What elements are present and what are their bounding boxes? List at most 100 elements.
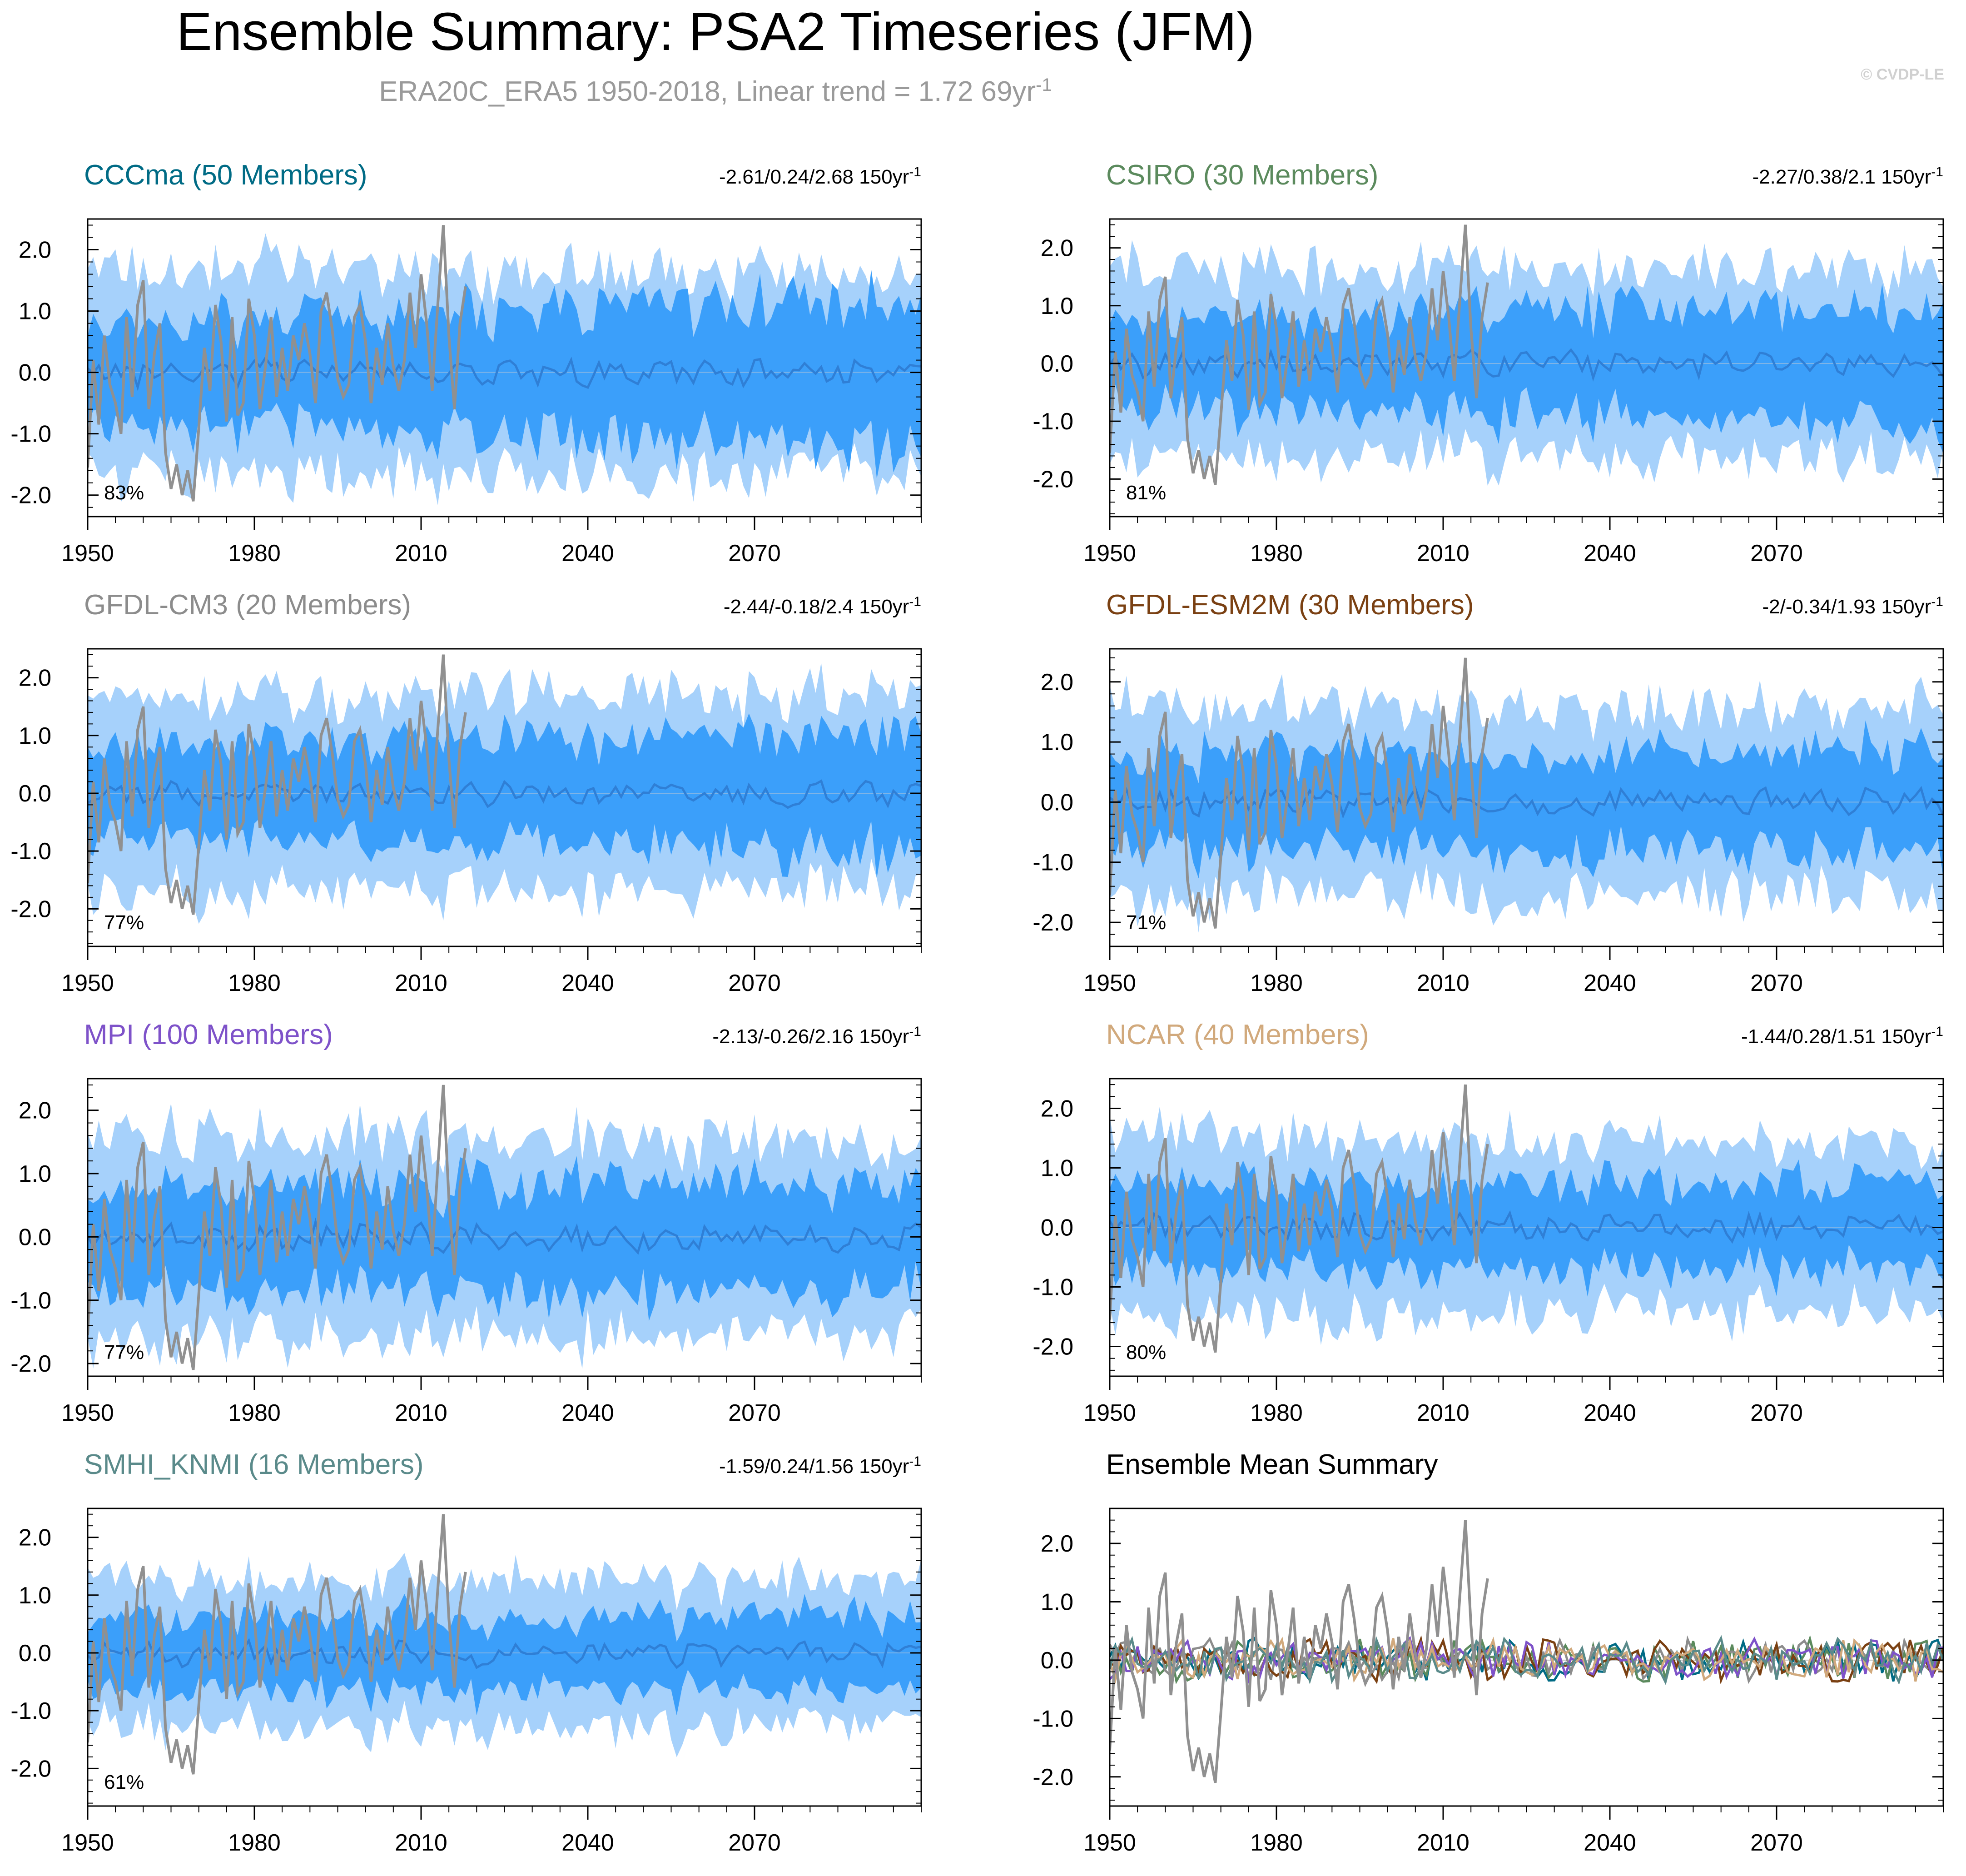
x-tick-label: 2010 bbox=[395, 1830, 447, 1856]
plot-area bbox=[88, 225, 921, 505]
panel-trend-text: -1.44/0.28/1.51 150yr bbox=[1741, 1025, 1931, 1048]
observed-line bbox=[1110, 1520, 1489, 1783]
panel-csiro: 2.0 1.0 0.0 -1.0 -2.0 1950 1980 2010 2040 2070 CSI… bbox=[1033, 159, 1944, 567]
panel-trend-sup: -1 bbox=[909, 164, 921, 179]
panel-title: CSIRO (30 Members) bbox=[1106, 159, 1378, 191]
y-tick-label: -2.0 bbox=[10, 1351, 51, 1377]
x-tick-label: 2010 bbox=[395, 970, 447, 996]
x-tick-label: 2070 bbox=[1750, 970, 1803, 996]
panel-percent: 83% bbox=[104, 482, 144, 504]
y-tick-label: -2.0 bbox=[1033, 910, 1073, 936]
x-tick-label: 1950 bbox=[1083, 540, 1136, 567]
panel-trend-sup: -1 bbox=[1931, 1024, 1943, 1039]
plot-area bbox=[1110, 1520, 1943, 1783]
panel-percent: 77% bbox=[104, 1341, 144, 1363]
y-tick-label: 2.0 bbox=[1041, 235, 1073, 262]
panel-trend-text: -1.59/0.24/1.56 150yr bbox=[719, 1455, 909, 1478]
plot-area bbox=[88, 1085, 921, 1370]
y-tick-label: 1.0 bbox=[1041, 729, 1073, 756]
panel-title: CCCma (50 Members) bbox=[84, 159, 367, 191]
y-tick-label: 1.0 bbox=[19, 1161, 51, 1187]
panel-title: MPI (100 Members) bbox=[84, 1019, 333, 1050]
x-tick-label: 2040 bbox=[1584, 970, 1636, 996]
x-tick-label: 1980 bbox=[228, 1400, 281, 1426]
x-tick-label: 1980 bbox=[1250, 1830, 1303, 1856]
plot-area bbox=[1110, 657, 1943, 933]
x-tick-label: 2070 bbox=[728, 1400, 781, 1426]
panel-gfdl-esm2m: 2.0 1.0 0.0 -1.0 -2.0 1950 1980 2010 2040 2070 GFD… bbox=[1033, 589, 1944, 996]
y-tick-label: -1.0 bbox=[1033, 1274, 1073, 1301]
x-tick-label: 1950 bbox=[61, 970, 114, 996]
ensemble-mean-line bbox=[88, 779, 921, 809]
y-tick-label: -1.0 bbox=[1033, 408, 1073, 435]
inner-band bbox=[1110, 1159, 1943, 1297]
x-tick-label: 2040 bbox=[561, 1400, 614, 1426]
panel-trend-text: -2.61/0.24/2.68 150yr bbox=[719, 166, 909, 188]
observed-line bbox=[1110, 657, 1489, 929]
y-tick-label: 0.0 bbox=[19, 1640, 51, 1667]
y-tick-label: 1.0 bbox=[1041, 1589, 1073, 1615]
panel-percent: 80% bbox=[1126, 1341, 1166, 1363]
y-tick-label: 0.0 bbox=[19, 781, 51, 807]
inner-band bbox=[88, 713, 921, 879]
y-tick-label: -2.0 bbox=[1033, 466, 1073, 493]
y-tick-label: 1.0 bbox=[1041, 1155, 1073, 1182]
y-tick-label: -1.0 bbox=[10, 1288, 51, 1314]
panel-trend-sup: -1 bbox=[909, 1024, 921, 1039]
y-tick-label: 0.0 bbox=[19, 360, 51, 386]
panel-trend: -2.27/0.38/2.1 150yr-1 bbox=[1752, 164, 1943, 188]
figure-title: Ensemble Summary: PSA2 Timeseries (JFM) bbox=[176, 2, 1255, 62]
panel-trend: -2/-0.34/1.93 150yr-1 bbox=[1762, 594, 1943, 618]
x-tick-label: 2010 bbox=[1417, 540, 1470, 567]
panel-title: GFDL-CM3 (20 Members) bbox=[84, 589, 411, 621]
ensemble-mean-line bbox=[88, 356, 921, 392]
panel-trend: -1.44/0.28/1.51 150yr-1 bbox=[1741, 1024, 1943, 1048]
ensemble-mean-line bbox=[1110, 348, 1943, 382]
x-tick-label: 2040 bbox=[1584, 540, 1636, 567]
inner-band bbox=[1110, 720, 1943, 879]
x-tick-label: 2010 bbox=[1417, 1400, 1470, 1426]
y-tick-label: 0.0 bbox=[1041, 351, 1073, 377]
plot-area bbox=[1110, 224, 1943, 486]
panel-trend: -1.59/0.24/1.56 150yr-1 bbox=[719, 1454, 921, 1478]
observed-line bbox=[88, 1085, 467, 1370]
panels: 2.0 1.0 0.0 -1.0 -2.0 1950 1980 2010 2040 2070 CCC… bbox=[10, 159, 1944, 1856]
panel-cccma: 2.0 1.0 0.0 -1.0 -2.0 1950 1980 2010 2040 2070 CCC… bbox=[10, 159, 922, 567]
x-tick-label: 2070 bbox=[728, 1830, 781, 1856]
x-tick-label: 2040 bbox=[561, 970, 614, 996]
panel-mpi: 2.0 1.0 0.0 -1.0 -2.0 1950 1980 2010 2040 2070 MPI… bbox=[10, 1019, 922, 1426]
y-tick-label: -2.0 bbox=[10, 483, 51, 509]
inner-band bbox=[88, 269, 921, 479]
x-tick-label: 2070 bbox=[728, 970, 781, 996]
panel-title: SMHI_KNMI (16 Members) bbox=[84, 1449, 424, 1480]
y-tick-label: -2.0 bbox=[10, 896, 51, 922]
subtitle-sup: -1 bbox=[1036, 75, 1052, 95]
y-tick-label: -2.0 bbox=[10, 1756, 51, 1782]
x-tick-label: 2010 bbox=[395, 540, 447, 567]
y-tick-label: -1.0 bbox=[10, 421, 51, 448]
ensemble-mean-series-5 bbox=[1110, 1636, 1943, 1684]
panel-title: NCAR (40 Members) bbox=[1106, 1019, 1369, 1050]
x-tick-label: 1950 bbox=[1083, 1830, 1136, 1856]
y-tick-label: 0.0 bbox=[1041, 1215, 1073, 1241]
y-tick-label: 1.0 bbox=[19, 1582, 51, 1609]
y-tick-label: 2.0 bbox=[19, 665, 51, 692]
y-tick-label: 2.0 bbox=[1041, 1531, 1073, 1557]
ensemble-mean-line bbox=[88, 1638, 921, 1669]
x-tick-label: 2070 bbox=[1750, 540, 1803, 567]
observed-line bbox=[88, 225, 467, 502]
ensemble-mean-line bbox=[1110, 1210, 1943, 1245]
x-tick-label: 2070 bbox=[1750, 1830, 1803, 1856]
panel-ensemble-mean-summary: 2.0 1.0 0.0 -1.0 -2.0 1950 1980 2010 2040 2070 Ens… bbox=[1033, 1449, 1944, 1856]
y-tick-label: -2.0 bbox=[1033, 1334, 1073, 1360]
inner-band bbox=[88, 1156, 921, 1321]
x-tick-label: 2070 bbox=[728, 540, 781, 567]
panel-title: Ensemble Mean Summary bbox=[1106, 1449, 1438, 1480]
panel-gfdl-cm3: 2.0 1.0 0.0 -1.0 -2.0 1950 1980 2010 2040 2070 GFD… bbox=[10, 589, 922, 996]
x-tick-label: 1950 bbox=[1083, 970, 1136, 996]
y-tick-label: -1.0 bbox=[1033, 850, 1073, 876]
x-tick-label: 2010 bbox=[1417, 970, 1470, 996]
observed-line bbox=[88, 1514, 467, 1775]
panel-percent: 71% bbox=[1126, 911, 1166, 934]
